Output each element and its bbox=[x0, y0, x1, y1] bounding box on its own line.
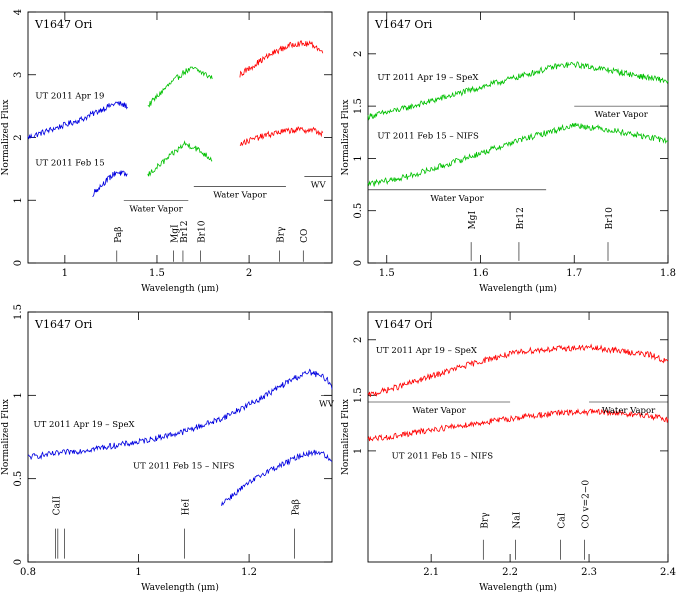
series-line bbox=[27, 101, 128, 140]
y-tick-label: 2 bbox=[13, 134, 24, 140]
y-tick-label: 4 bbox=[13, 9, 24, 15]
line-marker-label: Br10 bbox=[605, 207, 615, 230]
x-tick-label: 2.3 bbox=[581, 567, 597, 578]
y-axis-label: Normalized Flux bbox=[1, 100, 11, 176]
line-marker-label: Brγ bbox=[480, 512, 490, 528]
series-label: UT 2011 Apr 19 – SpeX bbox=[34, 420, 136, 430]
series-label: UT 2011 Feb 15 bbox=[35, 159, 104, 169]
x-tick-label: 2 bbox=[246, 268, 252, 279]
x-tick-label: 1 bbox=[135, 567, 141, 578]
y-tick-label: 0 bbox=[13, 260, 24, 266]
y-tick-label: 1.5 bbox=[353, 98, 364, 114]
x-tick-label: 2.2 bbox=[502, 567, 518, 578]
line-marker-label: CO bbox=[300, 229, 310, 243]
panel-bottom-right: 2.1 2.2 2.3 2.4 1 1.5 2 Wavelength (μm) Normaliz… bbox=[341, 311, 676, 593]
series-line bbox=[367, 122, 669, 187]
series-line bbox=[239, 125, 324, 147]
panel-top-right: 1.5 1.6 1.7 1.8 0 0.5 1 1.5 2 Wavelength (μm) Norm… bbox=[341, 11, 676, 294]
y-tick-label: 2 bbox=[353, 337, 364, 343]
band-label: Water Vapor bbox=[430, 194, 484, 204]
line-marker-label: Paβ bbox=[114, 227, 124, 243]
y-tick-label: 2 bbox=[353, 51, 364, 57]
band-label: Water Vapor bbox=[594, 110, 648, 120]
line-marker-label: CaII bbox=[53, 496, 63, 516]
series-line bbox=[239, 40, 324, 78]
line-marker-label: Paβ bbox=[291, 499, 301, 515]
line-marker-label: Br12 bbox=[516, 207, 526, 229]
object-label: V1647 Ori bbox=[34, 18, 93, 31]
panel-bottom-left: 0.8 1 1.2 0 0.5 1 1.5 Wavelength (μm) Normalized… bbox=[1, 304, 335, 593]
x-tick-label: 1.5 bbox=[379, 268, 395, 279]
series-line bbox=[367, 61, 669, 121]
series-line bbox=[92, 170, 128, 198]
band-label: WV bbox=[311, 180, 327, 190]
plot-frame bbox=[27, 311, 333, 563]
object-label: V1647 Ori bbox=[374, 318, 433, 331]
line-marker-label: CO v=2−0 bbox=[581, 480, 591, 529]
x-tick-label: 1.2 bbox=[241, 567, 257, 578]
y-tick-label: 1 bbox=[353, 448, 364, 454]
series-label: UT 2011 Feb 15 – NIFS bbox=[392, 452, 494, 462]
series-line bbox=[147, 140, 213, 177]
x-tick-label: 2.4 bbox=[660, 567, 676, 578]
y-tick-label: 3 bbox=[13, 72, 24, 78]
series-label: UT 2011 Feb 15 – NIFS bbox=[377, 132, 479, 142]
series-line bbox=[367, 343, 669, 398]
panel-top-left: 1 1.5 2 0 1 2 3 4 Wavelength (μm) Normalized Flux… bbox=[1, 9, 333, 294]
x-axis-label: Wavelength (μm) bbox=[141, 283, 219, 294]
band-label: Water Vapor bbox=[602, 406, 656, 416]
y-axis-label: Normalized Flux bbox=[341, 100, 351, 176]
line-marker-label: Br10 bbox=[197, 220, 207, 243]
line-marker-label: Br12 bbox=[180, 221, 190, 243]
y-axis-label: Normalized Flux bbox=[1, 399, 11, 475]
x-tick-label: 0.8 bbox=[20, 567, 36, 578]
series-label: UT 2011 Apr 19 – SpeX bbox=[376, 346, 478, 356]
plot-frame bbox=[367, 11, 669, 264]
series-label: UT 2011 Apr 19 – SpeX bbox=[377, 73, 479, 83]
band-label: Water Vapor bbox=[129, 204, 183, 214]
series-line bbox=[147, 66, 213, 108]
y-tick-label: 1 bbox=[13, 197, 24, 203]
y-axis-label: Normalized Flux bbox=[341, 399, 351, 475]
object-label: V1647 Ori bbox=[34, 318, 93, 331]
y-tick-label: 0.5 bbox=[353, 203, 364, 219]
band-label: Water Vapor bbox=[412, 406, 466, 416]
line-marker-label: HeI bbox=[181, 498, 191, 515]
plot-frame bbox=[367, 311, 669, 563]
x-tick-label: 2.1 bbox=[423, 567, 439, 578]
y-tick-label: 1 bbox=[13, 392, 24, 398]
x-tick-label: 1.5 bbox=[149, 268, 165, 279]
y-tick-label: 0.5 bbox=[13, 471, 24, 487]
y-tick-label: 1.5 bbox=[13, 304, 24, 320]
x-axis-label: Wavelength (μm) bbox=[479, 283, 557, 294]
y-tick-label: 1 bbox=[353, 155, 364, 161]
line-marker-label: CaI bbox=[558, 512, 568, 528]
line-marker-label: Brγ bbox=[277, 227, 287, 243]
x-tick-label: 1.6 bbox=[473, 268, 489, 279]
series-label: UT 2011 Apr 19 bbox=[35, 92, 104, 102]
series-line bbox=[27, 368, 333, 461]
x-axis-label: Wavelength (μm) bbox=[141, 582, 219, 593]
x-tick-label: 1.8 bbox=[660, 268, 676, 279]
series-line bbox=[221, 449, 333, 506]
line-marker-label: MgI bbox=[171, 224, 181, 243]
series-line bbox=[367, 408, 669, 442]
series-label: UT 2011 Feb 15 – NIFS bbox=[133, 462, 235, 472]
y-tick-label: 0 bbox=[13, 559, 24, 565]
x-tick-label: 1.7 bbox=[566, 268, 582, 279]
band-label: WV bbox=[319, 399, 335, 409]
x-axis-label: Wavelength (μm) bbox=[479, 582, 557, 593]
band-label: Water Vapor bbox=[213, 190, 267, 200]
line-marker-label: MgI bbox=[468, 211, 478, 230]
y-tick-label: 1.5 bbox=[353, 387, 364, 403]
line-marker-label: NaI bbox=[513, 511, 523, 528]
x-tick-label: 1 bbox=[62, 268, 68, 279]
object-label: V1647 Ori bbox=[374, 18, 433, 31]
y-tick-label: 0 bbox=[353, 260, 364, 266]
